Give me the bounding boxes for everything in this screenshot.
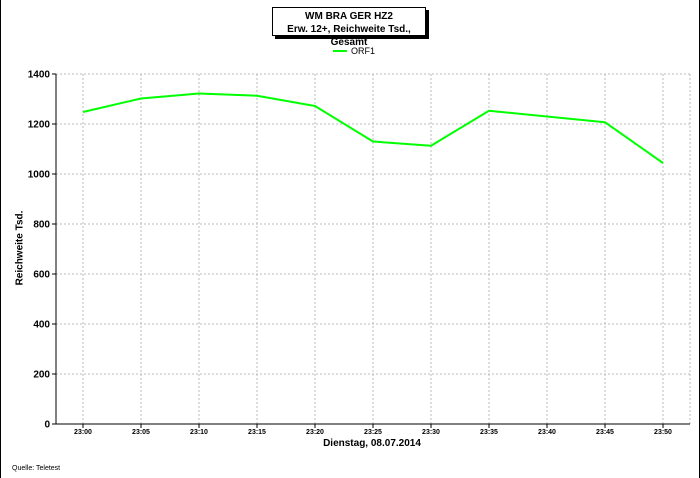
x-tick-label: 23:25 bbox=[364, 429, 382, 436]
x-tick-label: 23:45 bbox=[596, 429, 614, 436]
y-tick-label: 1400 bbox=[28, 70, 51, 81]
y-tick-label: 600 bbox=[33, 270, 50, 281]
x-tick-label: 23:10 bbox=[190, 429, 208, 436]
x-tick-label: 23:15 bbox=[248, 429, 266, 436]
y-tick-label: 800 bbox=[33, 220, 50, 231]
x-tick-label: 23:50 bbox=[654, 429, 672, 436]
legend-label: ORF1 bbox=[351, 46, 376, 56]
legend: ORF1 bbox=[333, 46, 375, 56]
chart-title: WM BRA GER HZ2 bbox=[305, 11, 393, 22]
x-tick-label: 23:20 bbox=[306, 429, 324, 436]
x-tick-label: 23:00 bbox=[74, 429, 92, 436]
source-note: Quelle: Teletest bbox=[12, 465, 61, 472]
y-axis-label: Reichweite Tsd. bbox=[14, 210, 26, 286]
y-tick-label: 0 bbox=[44, 420, 50, 431]
chart-title-box: WM BRA GER HZ2 Erw. 12+, Reichweite Tsd.… bbox=[272, 7, 426, 48]
x-tick-label: 23:05 bbox=[132, 429, 150, 436]
y-tick-label: 1000 bbox=[28, 170, 51, 181]
y-tick-label: 1200 bbox=[28, 120, 51, 131]
y-tick-label: 200 bbox=[33, 370, 50, 381]
x-tick-label: 23:30 bbox=[422, 429, 440, 436]
x-tick-label: 23:40 bbox=[538, 429, 556, 436]
chart-subtitle: Erw. 12+, Reichweite Tsd., Gesamt bbox=[287, 24, 411, 48]
x-axis-label: Dienstag, 08.07.2014 bbox=[323, 438, 421, 449]
legend-swatch bbox=[333, 50, 347, 52]
y-tick-label: 400 bbox=[33, 320, 50, 331]
x-tick-label: 23:35 bbox=[480, 429, 498, 436]
